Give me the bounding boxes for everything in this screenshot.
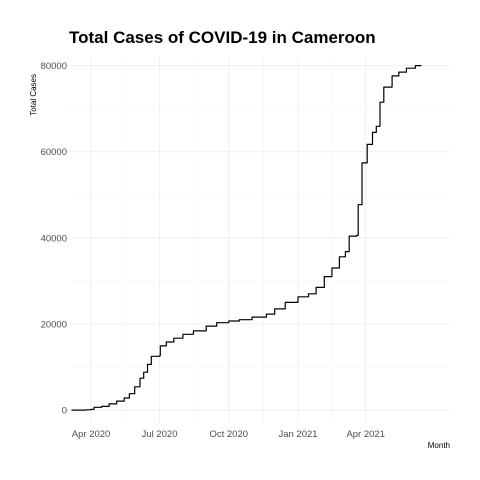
- y-tick-label: 20000: [41, 319, 67, 330]
- x-tick-label: Oct 2020: [209, 429, 248, 440]
- grid: [70, 57, 450, 423]
- x-axis-label: Month: [428, 441, 450, 450]
- y-tick-label: 80000: [41, 61, 67, 72]
- y-axis-label: Total Cases: [29, 74, 38, 116]
- x-tick-label: Apr 2020: [72, 429, 111, 440]
- y-tick-label: 60000: [41, 147, 67, 158]
- x-tick-label: Jan 2021: [278, 429, 317, 440]
- x-ticks: Apr 2020 Jul 2020 Oct 2020 Jan 2021 Apr 2021: [72, 429, 385, 440]
- series-line-total-cases: [71, 65, 422, 411]
- y-ticks: 0 20000 40000 60000 80000: [41, 61, 67, 416]
- x-tick-label: Apr 2021: [346, 429, 385, 440]
- x-tick-label: Jul 2020: [142, 429, 178, 440]
- y-tick-label: 40000: [41, 233, 67, 244]
- y-tick-label: 0: [62, 406, 67, 417]
- chart-title: Total Cases of COVID-19 in Cameroon: [69, 28, 376, 47]
